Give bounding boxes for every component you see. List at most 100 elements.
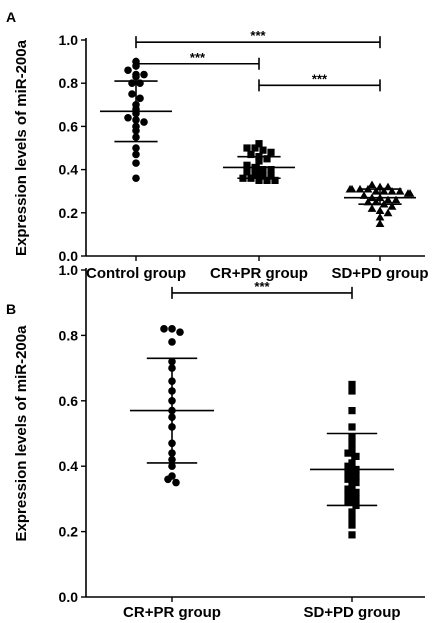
data-point (164, 475, 172, 484)
data-point (172, 478, 180, 487)
x-tick-label: Control group (86, 265, 186, 282)
data-point (243, 168, 251, 176)
data-point (132, 174, 140, 183)
data-point (168, 462, 176, 471)
data-point (263, 155, 271, 163)
y-tick-label: 0.8 (59, 75, 79, 91)
y-axis-label: Expression levels of miR-200a (13, 325, 30, 542)
data-point (344, 462, 352, 470)
data-point (132, 159, 140, 167)
data-point (132, 150, 140, 159)
data-point (383, 208, 393, 217)
data-point (140, 70, 148, 79)
x-tick-label: SD+PD group (303, 604, 400, 621)
data-point (176, 328, 184, 336)
significance-label: *** (190, 50, 206, 65)
y-tick-label: 0.2 (59, 205, 79, 221)
data-point (128, 90, 136, 98)
data-point (352, 495, 360, 503)
data-point (344, 492, 352, 500)
significance-label: *** (312, 71, 328, 86)
data-point (136, 94, 144, 103)
data-point (247, 150, 255, 159)
data-point (140, 118, 148, 126)
x-tick-label: SD+PD group (331, 265, 428, 282)
data-point (267, 166, 275, 174)
data-point (375, 206, 385, 215)
data-point (124, 113, 132, 122)
data-point (367, 180, 377, 189)
data-point (391, 195, 401, 204)
panel-b: B Expression levels of miR-200a 0.0 0.2 0.4 0… (6, 262, 425, 621)
data-point (347, 184, 357, 193)
data-point (259, 146, 267, 154)
data-point (124, 66, 132, 75)
data-point (352, 452, 360, 460)
data-point (255, 176, 263, 184)
data-point (243, 161, 251, 169)
data-point (132, 72, 140, 81)
data-point (375, 212, 385, 221)
x-tick-label: CR+PR group (210, 265, 308, 282)
data-point (267, 172, 275, 180)
data-point (267, 148, 275, 156)
y-tick-label: 0.4 (59, 458, 79, 474)
data-point (352, 478, 360, 487)
y-tick-label: 0.2 (59, 524, 79, 540)
data-point (352, 488, 360, 496)
series-control-group (100, 57, 172, 183)
series-cr-pr-group (130, 325, 214, 487)
data-point (251, 170, 259, 178)
data-point (344, 485, 352, 493)
data-point (251, 144, 259, 152)
data-point (379, 187, 389, 195)
series-sd-pd-group (344, 180, 416, 227)
y-tick-label: 0.0 (59, 248, 79, 264)
data-point (395, 187, 405, 195)
y-tick-label: 0.8 (59, 327, 79, 343)
data-point (348, 380, 356, 389)
data-point (348, 407, 356, 415)
data-point (344, 475, 352, 483)
significance-label: *** (250, 28, 266, 43)
data-point (371, 187, 381, 195)
data-point (352, 472, 360, 480)
data-point (344, 498, 352, 506)
panel-label: B (6, 301, 16, 317)
data-point (387, 202, 397, 210)
data-point (168, 325, 176, 333)
panel-a: A Expression levels of miR-200a 0.0 0.2 0.4 0… (6, 9, 429, 282)
data-point (348, 508, 356, 516)
y-tick-label: 1.0 (59, 32, 79, 48)
series-sd-pd-group (310, 380, 394, 539)
data-point (387, 187, 397, 195)
data-point (259, 172, 267, 180)
x-tick-label: CR+PR group (123, 604, 221, 621)
data-point (348, 514, 356, 523)
significance-bracket: *** (135, 28, 381, 49)
data-point (259, 166, 267, 174)
data-point (168, 338, 176, 346)
data-point (348, 387, 356, 395)
data-point (405, 189, 415, 197)
data-point (160, 325, 168, 333)
data-point (132, 144, 140, 152)
panel-label: A (6, 9, 16, 25)
significance-bracket: *** (135, 50, 260, 70)
data-point (255, 140, 263, 148)
significance-bracket: *** (171, 279, 353, 299)
data-point (375, 219, 385, 227)
data-point (263, 176, 271, 184)
significance-label: *** (254, 279, 270, 294)
data-point (383, 195, 393, 204)
data-point (367, 204, 377, 212)
significance-bracket: *** (258, 71, 381, 92)
data-point (271, 176, 279, 184)
data-point (344, 469, 352, 477)
data-point (348, 423, 356, 431)
data-point (344, 449, 352, 457)
y-tick-label: 0.4 (59, 162, 79, 178)
y-tick-label: 1.0 (59, 262, 79, 278)
data-point (243, 144, 251, 152)
